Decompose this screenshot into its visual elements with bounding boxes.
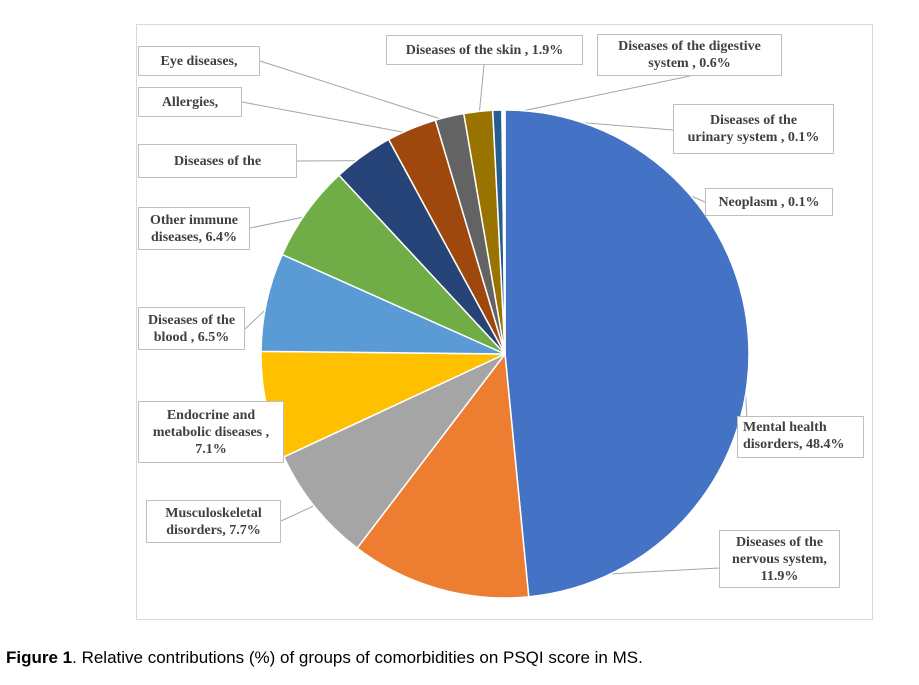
label-other-immune: Other immune diseases, 6.4% (138, 207, 250, 250)
pie-slice-neoplasm (502, 109, 506, 355)
caption-label: Figure 1 (6, 648, 73, 667)
pie-slice-musculoskeletal (282, 353, 506, 550)
label-diseases-of-the: Diseases of the (138, 144, 297, 178)
pie-slice-mental-health (504, 109, 750, 598)
label-digestive: Diseases of the digestive system , 0.6% (597, 34, 782, 76)
leader-line-eye-diseases (259, 60, 451, 123)
label-urinary: Diseases of the urinary system , 0.1% (673, 104, 834, 154)
leader-line-other-immune (249, 215, 312, 229)
leader-line-musculoskeletal (280, 502, 320, 522)
caption-text: . Relative contributions (%) of groups o… (72, 648, 643, 667)
label-skin: Diseases of the skin , 1.9% (386, 35, 583, 65)
label-mental-health: Mental health disorders, 48.4% (737, 416, 864, 458)
leader-line-digestive (497, 75, 691, 117)
label-eye-diseases: Eye diseases, (138, 46, 260, 76)
figure-caption: Figure 1. Relative contributions (%) of … (6, 648, 643, 668)
label-allergies: Allergies, (138, 87, 242, 117)
label-nervous-system: Diseases of the nervous system, 11.9% (719, 530, 840, 588)
label-neoplasm: Neoplasm , 0.1% (705, 188, 833, 216)
label-musculoskeletal: Musculoskeletal disorders, 7.7% (146, 500, 281, 543)
label-blood: Diseases of the blood , 6.5% (138, 307, 245, 350)
leader-line-skin (478, 64, 485, 118)
leader-line-allergies (241, 101, 414, 135)
pie-slices (260, 109, 750, 599)
label-endocrine: Endocrine and metabolic diseases , 7.1% (138, 401, 284, 463)
pie-slice-nervous-system (356, 352, 530, 599)
